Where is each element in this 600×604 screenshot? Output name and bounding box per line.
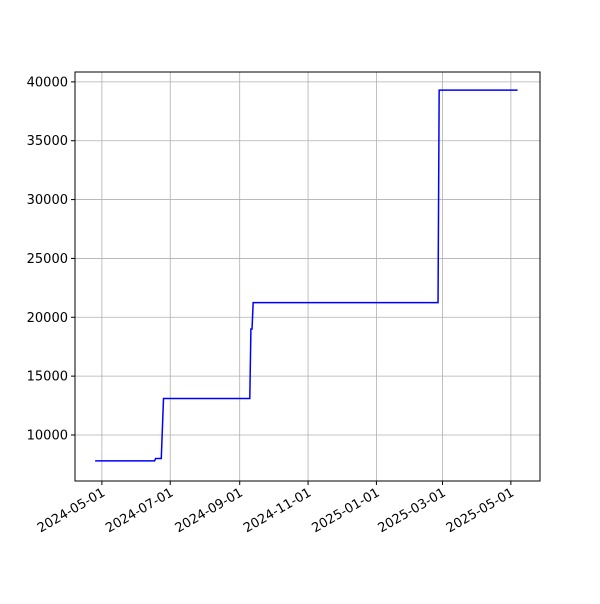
x-tick-label: 2024-05-01	[35, 485, 108, 536]
y-tick-label: 25000	[27, 252, 68, 267]
x-tick-label: 2025-01-01	[309, 485, 382, 536]
x-tick-label: 2024-09-01	[173, 485, 246, 536]
y-tick-label: 35000	[27, 134, 68, 149]
y-tick-label: 10000	[27, 428, 68, 443]
data-line	[95, 89, 518, 462]
y-tick-label: 30000	[27, 193, 68, 208]
x-tick-label: 2024-07-01	[103, 485, 176, 536]
x-tick-label: 2024-11-01	[241, 485, 314, 536]
y-tick-label: 40000	[27, 75, 68, 90]
x-tick-label: 2025-03-01	[376, 485, 449, 536]
x-tick-label: 2025-05-01	[444, 485, 517, 536]
y-tick-label: 15000	[27, 370, 68, 385]
plot-frame	[74, 71, 541, 482]
y-tick-label: 20000	[27, 311, 68, 326]
